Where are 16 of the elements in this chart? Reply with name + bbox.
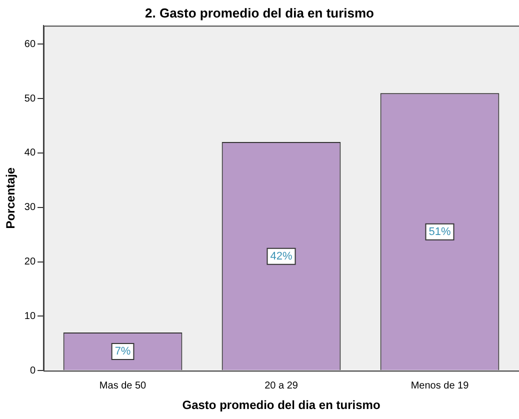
x-tick-label: Menos de 19 <box>410 380 470 392</box>
x-tick-label: Mas de 50 <box>99 380 147 392</box>
data-label: 42% <box>270 250 292 262</box>
y-tick-label: 60 <box>24 38 36 50</box>
data-label: 51% <box>428 226 451 238</box>
x-tick-label: 20 a 29 <box>264 380 298 392</box>
y-tick-label: 50 <box>24 93 36 104</box>
y-tick-label: 30 <box>24 202 36 214</box>
y-tick-label: 0 <box>30 365 36 376</box>
chart-title: 2. Gasto promedio del dia en turismo <box>145 5 374 20</box>
data-label: 7% <box>114 346 131 358</box>
y-tick-label: 40 <box>24 148 36 159</box>
y-axis-title: Porcentaje <box>4 167 18 229</box>
y-tick-label: 20 <box>24 256 36 268</box>
x-axis-title: Gasto promedio del dia en turismo <box>182 398 380 412</box>
y-tick-label: 10 <box>24 310 36 322</box>
